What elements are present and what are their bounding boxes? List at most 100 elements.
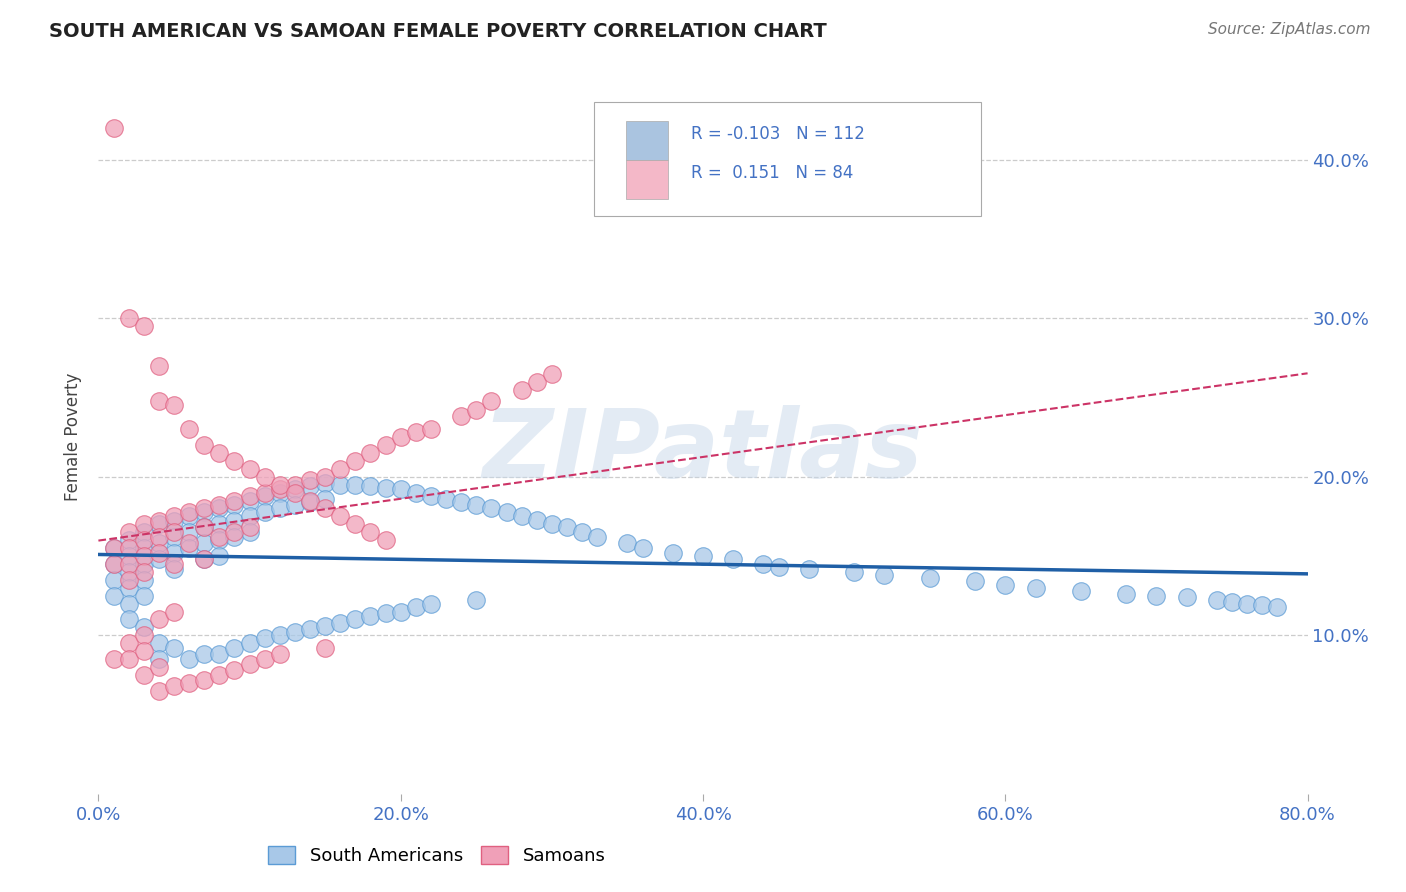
Point [118,533,141,548]
Point [405,425,427,440]
Point [132,517,155,532]
Point [103,573,125,587]
Point [132,319,155,334]
Text: R = -0.103   N = 112: R = -0.103 N = 112 [690,125,865,143]
Point [299,622,322,636]
Point [179,422,201,436]
Point [132,557,155,571]
Point [193,520,215,534]
Point [873,568,896,582]
Point [148,660,170,674]
Point [193,552,215,566]
Point [163,509,186,524]
Point [163,640,186,655]
Point [179,525,201,540]
Point [269,628,291,642]
Point [163,679,186,693]
Point [132,644,155,658]
Point [239,462,262,476]
Point [555,520,578,534]
Point [239,636,262,650]
Point [148,393,170,408]
Point [103,557,125,571]
Text: SOUTH AMERICAN VS SAMOAN FEMALE POVERTY CORRELATION CHART: SOUTH AMERICAN VS SAMOAN FEMALE POVERTY … [49,22,827,41]
Point [994,577,1017,591]
Point [103,589,125,603]
Point [239,525,262,540]
Point [389,483,412,497]
Point [148,514,170,528]
Point [208,648,231,662]
Point [481,393,503,408]
Point [208,498,231,512]
Point [132,525,155,540]
Point [103,120,125,135]
Text: Source: ZipAtlas.com: Source: ZipAtlas.com [1208,22,1371,37]
Point [1175,591,1198,605]
Point [163,530,186,544]
Point [132,668,155,682]
Point [329,462,352,476]
Point [239,657,262,671]
Point [586,530,609,544]
Point [374,438,396,452]
Point [224,493,246,508]
Point [208,530,231,544]
Point [723,552,745,566]
Point [148,612,170,626]
Point [1070,583,1092,598]
Point [208,668,231,682]
Point [344,517,367,532]
Point [179,536,201,550]
Point [208,501,231,516]
Point [224,663,246,677]
Point [1251,598,1274,612]
Point [495,505,517,519]
Point [148,530,170,544]
Point [314,501,336,516]
Point [132,620,155,634]
Point [118,541,141,555]
Point [148,359,170,373]
Point [253,489,276,503]
Point [193,673,215,687]
Point [374,481,396,495]
Point [193,552,215,566]
Point [329,615,352,630]
Point [360,446,382,460]
Point [314,619,336,633]
Point [374,606,396,620]
Point [224,640,246,655]
Point [179,676,201,690]
Point [118,311,141,326]
Point [132,589,155,603]
Point [329,477,352,491]
Point [1220,595,1243,609]
Point [118,565,141,579]
Point [132,541,155,555]
Point [405,599,427,614]
Point [918,571,941,585]
Point [118,581,141,595]
Point [163,605,186,619]
Point [103,541,125,555]
Point [465,593,488,607]
Point [193,505,215,519]
Point [360,525,382,540]
Point [344,612,367,626]
Point [1267,599,1289,614]
Point [661,546,683,560]
Point [179,652,201,666]
Legend: South Americans, Samoans: South Americans, Samoans [262,838,613,872]
FancyBboxPatch shape [626,161,668,200]
Point [1115,587,1137,601]
Y-axis label: Female Poverty: Female Poverty [65,373,83,501]
Point [118,636,141,650]
Point [526,375,548,389]
Point [1236,597,1258,611]
Point [299,473,322,487]
Point [148,546,170,560]
Point [163,398,186,412]
Point [526,512,548,526]
Point [148,636,170,650]
